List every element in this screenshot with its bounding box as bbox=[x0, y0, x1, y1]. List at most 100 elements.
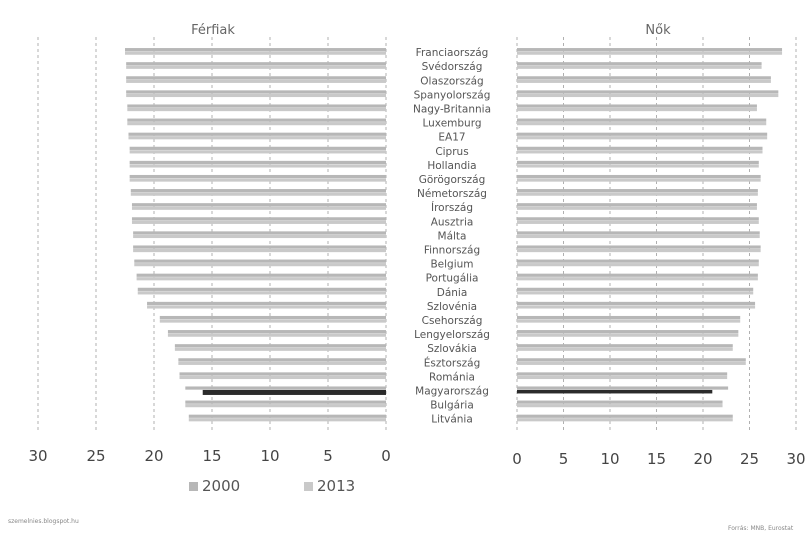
bar-women-2013 bbox=[517, 248, 761, 253]
category-label: EA17 bbox=[438, 132, 465, 144]
bar-women-2000 bbox=[517, 273, 758, 277]
left-tick-label: 5 bbox=[323, 447, 333, 465]
bar-men-2013 bbox=[129, 150, 386, 154]
bar-women-2013 bbox=[517, 93, 779, 98]
bar-women-2013 bbox=[517, 51, 783, 55]
bar-men-2000 bbox=[133, 245, 386, 249]
legend-swatch-2013 bbox=[304, 482, 313, 491]
category-label: Spanyolország bbox=[414, 89, 491, 101]
legend-label-2013: 2013 bbox=[317, 477, 355, 495]
category-label: Írország bbox=[431, 201, 473, 214]
bar-women-2013 bbox=[517, 192, 758, 196]
bar-women-2013 bbox=[517, 178, 761, 182]
category-label: Finnország bbox=[424, 244, 480, 256]
bar-men-2000 bbox=[188, 414, 386, 418]
bar-men-2013 bbox=[127, 122, 386, 126]
bar-men-2000 bbox=[127, 104, 386, 108]
bar-women-2013 bbox=[517, 220, 759, 224]
left-tick-label: 10 bbox=[260, 447, 279, 465]
bar-men-2000 bbox=[131, 217, 386, 221]
bar-men-2013 bbox=[128, 136, 387, 140]
bar-women-2000 bbox=[517, 76, 771, 80]
bar-men-2000 bbox=[137, 287, 386, 291]
left-tick-label: 0 bbox=[381, 447, 391, 465]
category-label: Németország bbox=[417, 188, 487, 200]
bar-men-2013 bbox=[188, 418, 386, 422]
bar-men-2013 bbox=[130, 192, 386, 196]
bar-women-2000 bbox=[517, 203, 757, 207]
bar-men-2013 bbox=[147, 305, 386, 309]
right-tick-label: 20 bbox=[693, 450, 712, 468]
bar-men-2000 bbox=[126, 90, 386, 94]
bar-women-2013 bbox=[517, 122, 767, 126]
bar-men-2013 bbox=[179, 375, 386, 380]
category-label: Magyarország bbox=[415, 385, 489, 397]
category-label: Belgium bbox=[430, 259, 473, 271]
bar-men-2000 bbox=[131, 203, 386, 207]
bar-women-2000 bbox=[517, 414, 733, 418]
bar-women-2000 bbox=[517, 245, 761, 249]
bar-women-2000 bbox=[517, 189, 758, 193]
category-label: Szlovákia bbox=[427, 343, 477, 355]
bar-women-2013 bbox=[517, 150, 763, 154]
category-label: Hollandia bbox=[427, 160, 476, 172]
bar-women-2000 bbox=[517, 344, 733, 348]
bar-men-2013 bbox=[127, 107, 386, 112]
bar-men-2013 bbox=[136, 277, 386, 281]
bar-women-2013 bbox=[517, 206, 757, 210]
bar-women-2013 bbox=[517, 418, 733, 422]
bar-men-2013 bbox=[125, 51, 386, 55]
bar-women-2013 bbox=[517, 65, 762, 69]
category-label: Olaszország bbox=[420, 75, 483, 87]
category-label: Svédország bbox=[422, 61, 483, 73]
category-label: Görögország bbox=[419, 174, 486, 186]
bar-men-2000 bbox=[185, 386, 386, 390]
bar-men-2000 bbox=[134, 259, 386, 263]
bar-women-2013 bbox=[517, 107, 757, 112]
bar-women-2013 bbox=[517, 404, 723, 408]
bar-men-2000 bbox=[159, 315, 386, 320]
bar-women-2000 bbox=[517, 301, 756, 306]
bar-women-2000 bbox=[517, 358, 746, 362]
category-label: Csehország bbox=[422, 315, 483, 327]
bar-men-2013 bbox=[126, 79, 386, 83]
category-label: Románia bbox=[429, 371, 475, 383]
right-tick-label: 30 bbox=[786, 450, 805, 468]
bar-men-2000 bbox=[126, 76, 386, 80]
bar-women-2000 bbox=[517, 90, 779, 94]
bar-women-2000 bbox=[517, 48, 783, 52]
bar-men-2013 bbox=[159, 319, 386, 323]
bar-men-2013 bbox=[129, 164, 386, 168]
left-tick-label: 15 bbox=[202, 447, 221, 465]
bar-men-2000 bbox=[178, 358, 386, 362]
left-tick-label: 30 bbox=[28, 447, 47, 465]
bar-women-2000 bbox=[517, 287, 754, 291]
bar-women-2000 bbox=[517, 118, 767, 122]
chart-title-men: Férfiak bbox=[191, 23, 235, 38]
bar-men-2013 bbox=[137, 291, 386, 295]
left-tick-label: 25 bbox=[86, 447, 105, 465]
bar-women-2013 bbox=[517, 277, 758, 281]
category-label: Málta bbox=[438, 230, 467, 242]
right-tick-label: 0 bbox=[512, 450, 522, 468]
bar-women-2013 bbox=[517, 164, 759, 168]
bar-men-2000 bbox=[130, 189, 386, 193]
bar-men-2013 bbox=[202, 389, 386, 395]
bar-men-2000 bbox=[129, 160, 386, 165]
bar-women-2000 bbox=[517, 146, 763, 150]
bar-women-2013 bbox=[517, 291, 754, 295]
category-label: Bulgária bbox=[430, 400, 474, 412]
bar-men-2000 bbox=[174, 344, 386, 348]
right-tick-label: 15 bbox=[647, 450, 666, 468]
bar-women-2000 bbox=[517, 174, 761, 179]
bar-men-2000 bbox=[129, 174, 386, 179]
bar-women-2000 bbox=[517, 217, 759, 221]
bar-women-2000 bbox=[517, 160, 759, 165]
bar-women-2013 bbox=[517, 361, 746, 365]
category-label: Franciaország bbox=[416, 47, 489, 59]
bar-women-2013 bbox=[517, 79, 771, 83]
bar-women-2013 bbox=[517, 347, 733, 351]
bar-women-2013 bbox=[517, 389, 713, 394]
legend-swatch-2000 bbox=[189, 482, 198, 491]
